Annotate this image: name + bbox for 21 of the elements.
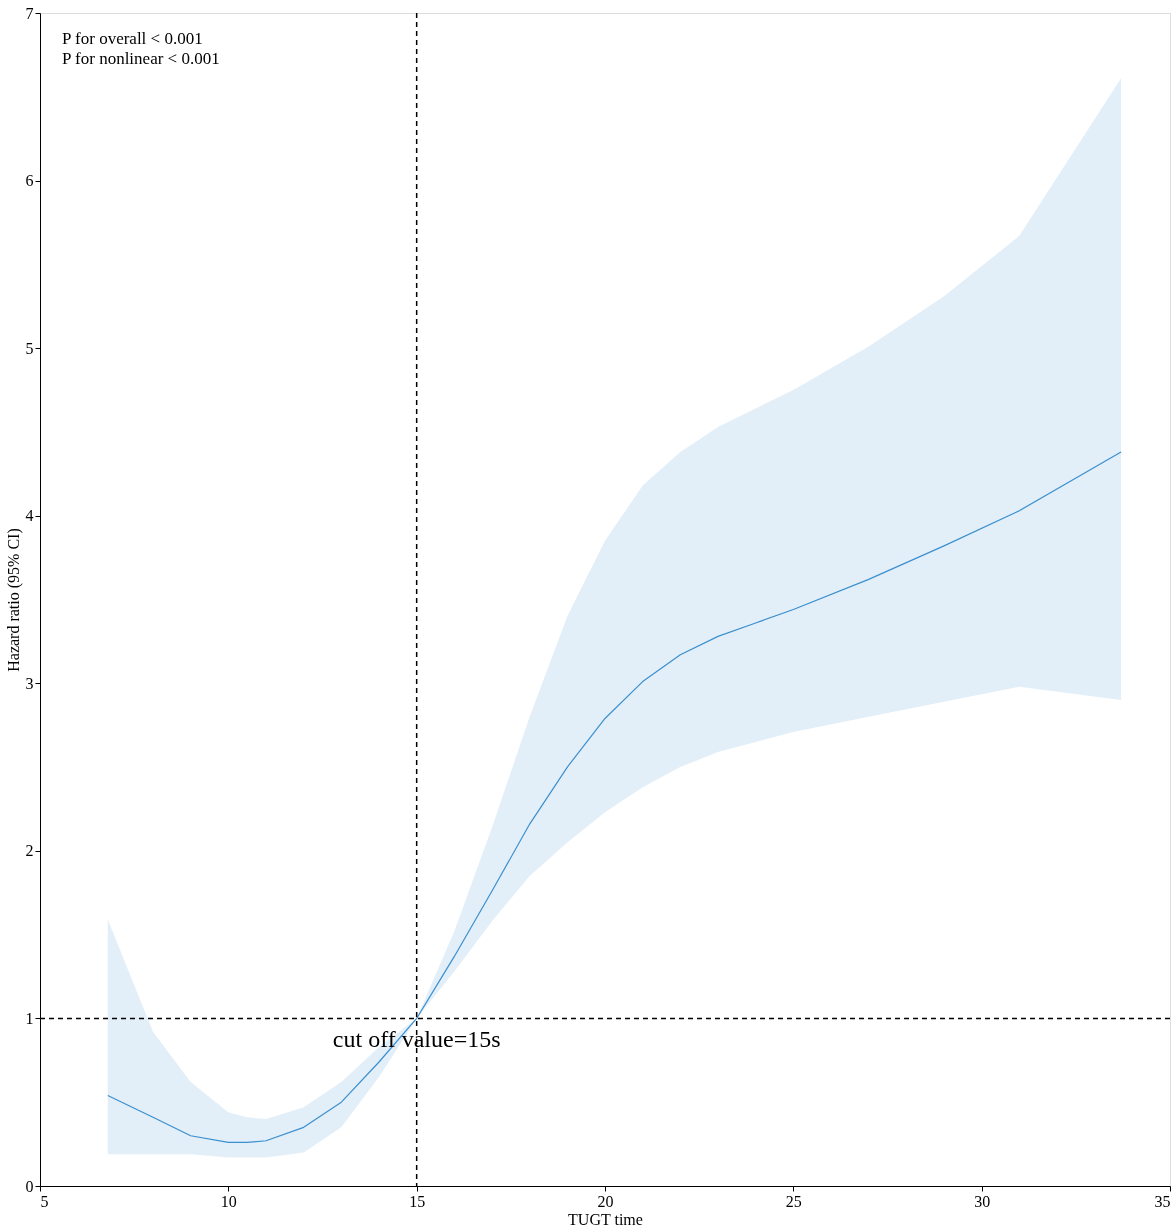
x-tick-label: 30 xyxy=(974,1192,991,1210)
y-tick-label: 3 xyxy=(25,674,34,692)
x-tick-label: 5 xyxy=(40,1192,49,1210)
y-tick-label: 7 xyxy=(25,4,34,22)
y-tick-label: 1 xyxy=(25,1009,34,1027)
x-tick-label: 20 xyxy=(597,1192,614,1210)
y-tick-label: 5 xyxy=(25,339,34,357)
y-tick-label: 4 xyxy=(25,507,34,525)
x-axis-title: TUGT time xyxy=(568,1210,643,1228)
annotation: P for nonlinear < 0.001 xyxy=(62,49,220,68)
x-tick-label: 10 xyxy=(220,1192,237,1210)
y-tick-label: 0 xyxy=(25,1177,34,1195)
x-tick-label: 15 xyxy=(409,1192,426,1210)
y-axis-title: Hazard ratio (95% CI) xyxy=(4,528,23,672)
annotation: cut off value=15s xyxy=(332,1025,501,1052)
annotation: P for overall < 0.001 xyxy=(62,29,203,48)
x-tick-label: 25 xyxy=(785,1192,802,1210)
line-series xyxy=(107,451,1122,1144)
y-tick-label: 6 xyxy=(25,172,34,190)
x-tick-label: 35 xyxy=(1154,1192,1171,1210)
y-tick-label: 2 xyxy=(25,842,34,860)
